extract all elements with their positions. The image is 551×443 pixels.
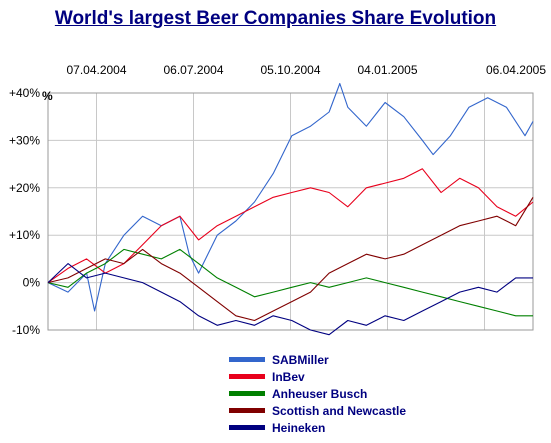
y-axis-label: % — [42, 89, 53, 103]
y-tick-label: +10% — [9, 228, 40, 242]
series-line-scottish-and-newcastle — [47, 197, 534, 322]
series-layer — [47, 82, 534, 336]
x-tick-label: 04.01.2005 — [357, 63, 417, 77]
x-tick-label: 05.10.2004 — [260, 63, 320, 77]
y-tick-label: +40% — [9, 86, 40, 100]
x-tick-label: 06.04.2005 — [486, 63, 546, 77]
legend-swatch — [229, 357, 265, 362]
series-line-inbev — [47, 168, 534, 284]
legend-swatch — [229, 425, 265, 430]
chart-title: World's largest Beer Companies Share Evo… — [54, 8, 497, 29]
legend-label: SABMiller — [272, 353, 329, 367]
x-axis-ticks: 07.04.2004 06.07.2004 05.10.2004 04.01.2005… — [66, 63, 546, 77]
legend-swatch — [229, 374, 265, 379]
x-tick-label: 06.07.2004 — [163, 63, 223, 77]
y-axis-ticks: +40% +30% +20% +10% 0% -10% — [9, 86, 40, 337]
legend: SABMiller InBev Anheuser Busch Scottish and… — [229, 353, 406, 435]
grid — [48, 92, 533, 331]
legend-swatch — [229, 408, 265, 413]
series-line-heineken — [47, 263, 533, 336]
x-tick-label: 07.04.2004 — [66, 63, 126, 77]
series-line-sabmiller — [47, 82, 534, 312]
y-tick-label: +30% — [9, 133, 40, 147]
y-tick-label: -10% — [12, 323, 40, 337]
legend-label: Scottish and Newcastle — [272, 404, 406, 418]
legend-label: Anheuser Busch — [272, 387, 367, 401]
legend-label: InBev — [272, 370, 305, 384]
y-tick-label: 0% — [23, 276, 41, 290]
series-line-anheuser-busch — [47, 248, 533, 317]
legend-swatch — [229, 391, 265, 396]
y-tick-label: +20% — [9, 181, 40, 195]
plot-frame — [47, 92, 534, 331]
legend-label: Heineken — [272, 421, 325, 435]
